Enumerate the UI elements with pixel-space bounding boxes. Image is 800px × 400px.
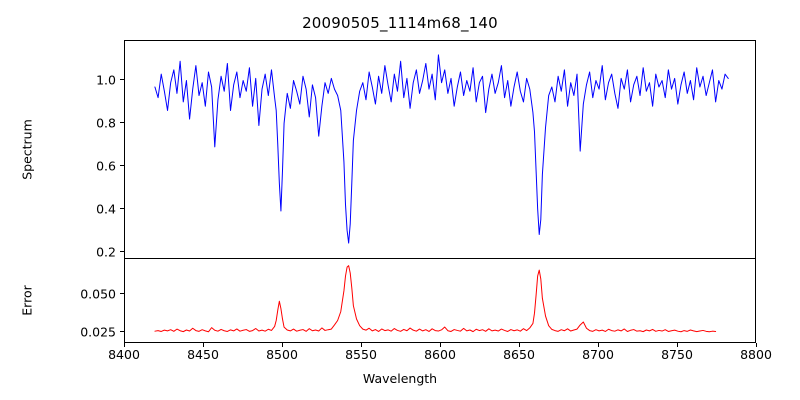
spectrum-y-tick-label-1: 1.0 (96, 72, 116, 88)
x-tick-mark-8700 (597, 343, 599, 347)
x-axis-label: Wavelength (362, 371, 438, 386)
x-tick-mark-8450 (202, 343, 204, 347)
figure-title: 20090505_1114m68_140 (302, 14, 498, 32)
x-tick-mark-8500 (281, 343, 283, 347)
x-tick-label-8650: 8650 (503, 347, 535, 362)
spectrum-plot-panel (124, 40, 756, 258)
x-tick-mark-8800 (755, 343, 757, 347)
x-tick-mark-8600 (439, 343, 441, 347)
error-line-series (125, 259, 755, 342)
x-tick-label-8450: 8450 (187, 347, 219, 362)
x-tick-label-8500: 8500 (266, 347, 298, 362)
x-tick-mark-8550 (360, 343, 362, 347)
error-plot-panel (124, 258, 756, 343)
spectrum-y-tick-mark-0.8 (120, 122, 124, 124)
x-tick-label-8550: 8550 (345, 347, 377, 362)
spectrum-y-tick-mark-0.2 (120, 251, 124, 253)
error-y-tick-label-0.025: 0.025 (80, 324, 116, 340)
spectrum-y-tick-label-0.2: 0.2 (96, 244, 116, 260)
spectrum-line-series (125, 41, 755, 258)
spectrum-y-tick-label-0.4: 0.4 (96, 201, 116, 217)
error-y-tick-label-0.05: 0.050 (80, 286, 116, 302)
error-y-tick-mark-0.025 (120, 331, 124, 333)
x-tick-label-8600: 8600 (424, 347, 456, 362)
spectrum-y-tick-label-0.6: 0.6 (96, 158, 116, 174)
spectrum-y-tick-label-0.8: 0.8 (96, 115, 116, 131)
error-y-axis-label: Error (19, 285, 35, 316)
x-tick-label-8400: 8400 (108, 347, 140, 362)
error-y-tick-mark-0.05 (120, 293, 124, 295)
spectrum-y-axis-label: Spectrum (19, 119, 35, 180)
spectrum-y-tick-mark-0.4 (120, 208, 124, 210)
spectrum-y-tick-mark-0.6 (120, 165, 124, 167)
spectrum-y-tick-mark-1 (120, 79, 124, 81)
x-tick-mark-8750 (676, 343, 678, 347)
x-tick-label-8750: 8750 (661, 347, 693, 362)
x-tick-mark-8650 (518, 343, 520, 347)
x-tick-mark-8400 (123, 343, 125, 347)
x-tick-label-8800: 8800 (740, 347, 772, 362)
x-tick-label-8700: 8700 (582, 347, 614, 362)
